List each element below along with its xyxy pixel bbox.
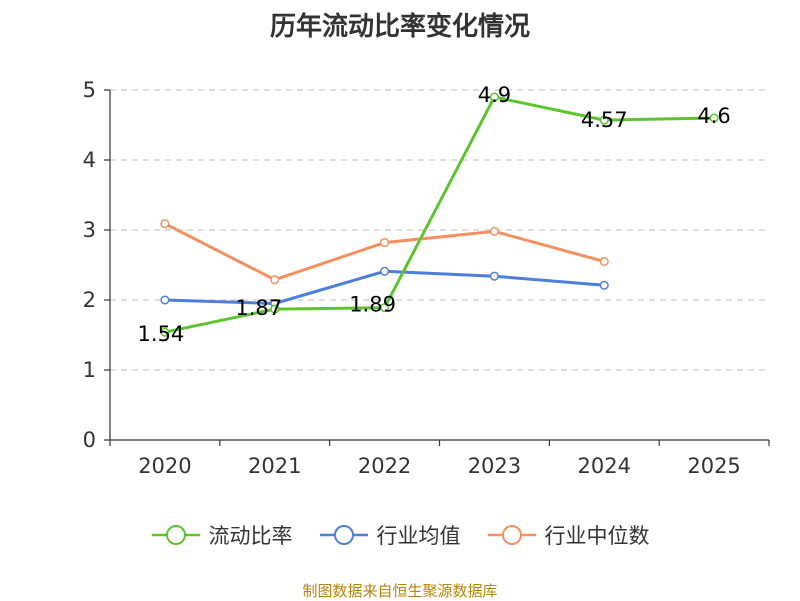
data-label-2021: 1.87 [235, 296, 282, 320]
x-tick-label-2024: 2024 [578, 454, 631, 478]
data-label-2024: 4.57 [581, 108, 628, 132]
y-tick-label: 4 [83, 148, 96, 172]
x-tick-label-2025: 2025 [687, 454, 740, 478]
legend-swatch-marker [501, 525, 522, 545]
y-tick-label: 5 [83, 78, 96, 102]
legend: 流动比率 行业均值 行业中位数 [0, 520, 800, 550]
legend-swatch-marker [333, 525, 354, 545]
legend-swatch-marker [165, 525, 186, 545]
legend-label: 行业均值 [376, 524, 461, 548]
legend-item-1[interactable]: 行业均值 [319, 520, 461, 550]
y-tick-label: 2 [83, 288, 96, 312]
y-tick-label: 3 [83, 218, 96, 242]
y-tick-label: 0 [83, 428, 96, 452]
data-label-2020: 1.54 [138, 322, 185, 346]
y-tick-label: 1 [83, 358, 96, 382]
series-point-0-2023 [489, 92, 499, 102]
series-point-2-2023 [489, 226, 499, 236]
series-point-1-2024 [599, 280, 609, 290]
data-label-2023: 4.9 [478, 83, 511, 107]
legend-label: 行业中位数 [544, 524, 650, 548]
series-point-1-2022 [380, 266, 390, 276]
legend-swatch-icon [319, 525, 368, 545]
legend-swatch-icon [487, 525, 536, 545]
series-line-0 [164, 95, 715, 334]
axes: 0 1 2 3 4 5 2020 2021 2022 2023 2024 2025 [83, 78, 770, 478]
series-point-2-2024 [599, 256, 609, 267]
series-point-1-2020 [160, 295, 170, 305]
series-point-0-2025 [709, 113, 719, 123]
series-point-0-2021 [270, 304, 280, 314]
series-lines [160, 92, 719, 337]
data-label-2025: 4.6 [697, 104, 730, 128]
x-tick-label-2022: 2022 [358, 454, 411, 478]
series-point-0-2020 [160, 327, 170, 337]
series-point-2-2020 [160, 219, 170, 229]
legend-item-0[interactable]: 流动比率 [151, 520, 293, 550]
source-note: 制图数据来自恒生聚源数据库 [302, 582, 498, 600]
legend-swatch-icon [151, 525, 200, 545]
series-point-0-2022 [380, 303, 390, 313]
series-point-2-2021 [270, 275, 280, 285]
x-tick-label-2020: 2020 [138, 454, 191, 478]
chart-title: 历年流动比率变化情况 [269, 12, 530, 42]
legend-label: 流动比率 [208, 524, 293, 548]
grid-lines [110, 89, 769, 371]
series-point-1-2023 [489, 271, 499, 281]
data-label-2022: 1.89 [349, 293, 396, 317]
series-point-0-2024 [599, 115, 609, 125]
x-tick-label-2023: 2023 [468, 454, 521, 478]
series-point-2-2022 [380, 238, 390, 248]
x-tick-label-2021: 2021 [248, 454, 301, 478]
legend-item-2[interactable]: 行业中位数 [487, 520, 650, 550]
data-labels: 1.54 1.87 1.89 4.9 4.57 4.6 [138, 83, 731, 346]
